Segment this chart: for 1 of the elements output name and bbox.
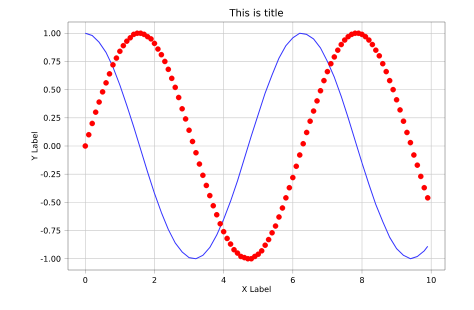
chart-title: This is title <box>229 8 284 16</box>
